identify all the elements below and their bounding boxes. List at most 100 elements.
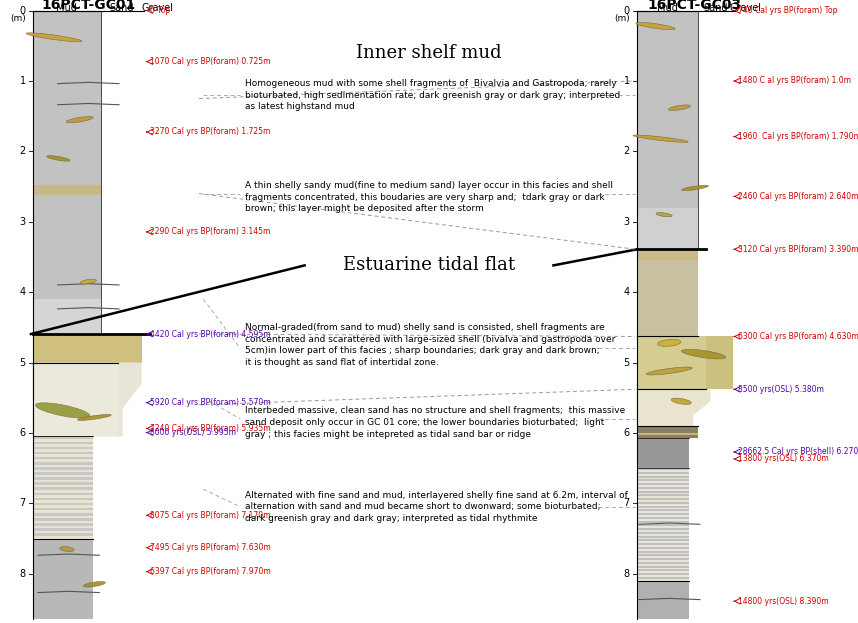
Ellipse shape [681, 185, 709, 191]
Bar [637, 525, 689, 526]
Bar [637, 538, 689, 540]
Text: 1960  Cal yrs BP(foram) 1.790m: 1960 Cal yrs BP(foram) 1.790m [738, 132, 858, 141]
Text: (m): (m) [614, 14, 630, 23]
Text: 5: 5 [624, 358, 630, 368]
Bar [33, 516, 93, 518]
Bar [637, 497, 689, 498]
Bar [637, 528, 689, 530]
Bar [33, 447, 93, 449]
Text: 1480 C al yrs BP(foram) 1.0m: 1480 C al yrs BP(foram) 1.0m [738, 77, 851, 85]
Bar [33, 444, 93, 447]
Text: Normal-graded(from sand to mud) shelly sand is consisted, shell fragments are
co: Normal-graded(from sand to mud) shelly s… [245, 323, 615, 367]
Text: 4: 4 [624, 287, 630, 297]
Bar [33, 521, 93, 523]
Ellipse shape [35, 403, 90, 418]
Text: Estuarine tidal flat: Estuarine tidal flat [343, 257, 515, 274]
Text: 6: 6 [624, 428, 630, 438]
Text: Mud: Mud [656, 2, 678, 12]
Bar [637, 577, 689, 579]
Text: 8000 yrs(OSL) 5.995m: 8000 yrs(OSL) 5.995m [150, 428, 236, 437]
Bar [637, 564, 689, 566]
Ellipse shape [66, 117, 94, 123]
Text: 4420 Cal yrs BP(foram) 4.595m: 4420 Cal yrs BP(foram) 4.595m [150, 330, 271, 338]
Text: 6: 6 [20, 428, 26, 438]
Bar [637, 541, 689, 543]
Ellipse shape [681, 350, 726, 359]
Bar [637, 508, 689, 510]
Bar [637, 479, 689, 482]
Bar [637, 566, 689, 568]
Ellipse shape [59, 546, 75, 551]
Text: 3: 3 [624, 217, 630, 227]
Bar [637, 487, 689, 489]
Ellipse shape [656, 212, 672, 217]
Bar [637, 579, 689, 581]
Text: 8075 Cal yrs BP(foram) 7.170m: 8075 Cal yrs BP(foram) 7.170m [150, 511, 270, 520]
Bar [33, 334, 142, 363]
Bar [33, 498, 93, 500]
Text: 2290 Cal yrs BP(foram) 3.145m: 2290 Cal yrs BP(foram) 3.145m [150, 227, 270, 237]
Bar [637, 554, 689, 556]
Bar [637, 485, 689, 487]
Text: 3270 Cal yrs BP(foram) 1.725m: 3270 Cal yrs BP(foram) 1.725m [150, 128, 270, 136]
Ellipse shape [81, 279, 96, 284]
Text: 3120 Cal yrs BP(foram) 3.390m: 3120 Cal yrs BP(foram) 3.390m [738, 245, 858, 254]
Text: 0: 0 [20, 6, 26, 16]
Bar [33, 526, 93, 528]
Bar [637, 532, 689, 534]
Ellipse shape [77, 414, 112, 421]
Bar [33, 475, 93, 477]
Bar [637, 547, 689, 549]
Bar [637, 500, 689, 502]
Bar [33, 510, 93, 513]
Bar [637, 483, 689, 485]
Bar [637, 249, 698, 260]
Ellipse shape [646, 367, 692, 375]
Text: Gravel: Gravel [141, 2, 173, 12]
Text: 4: 4 [20, 287, 26, 297]
Bar [637, 260, 698, 336]
Bar [637, 568, 689, 569]
Bar [637, 545, 689, 547]
Text: 1070 Cal yrs BP(foram) 0.725m: 1070 Cal yrs BP(foram) 0.725m [150, 57, 270, 66]
Text: 14800 yrs(OSL) 8.390m: 14800 yrs(OSL) 8.390m [738, 597, 829, 606]
Text: Homogeneous mud with some shell fragments of  Bivalvia and Gastropoda; rarely
bi: Homogeneous mud with some shell fragment… [245, 78, 619, 112]
Bar [637, 468, 689, 470]
Bar [33, 472, 93, 475]
Bar [637, 477, 689, 479]
Bar [637, 513, 689, 515]
Ellipse shape [46, 156, 70, 161]
Bar [33, 299, 101, 334]
Bar [637, 530, 689, 532]
Bar [637, 482, 689, 483]
Text: 0: 0 [624, 6, 630, 16]
Bar [637, 493, 689, 495]
Bar [637, 502, 689, 504]
Bar [33, 11, 101, 334]
Polygon shape [637, 389, 710, 426]
Bar [33, 538, 93, 619]
Text: Sand: Sand [703, 2, 728, 12]
Text: 5920 Cal yrs BP(foram) 5.570m: 5920 Cal yrs BP(foram) 5.570m [150, 398, 271, 407]
Bar [637, 336, 733, 389]
Ellipse shape [657, 340, 681, 346]
Bar [637, 553, 689, 554]
Ellipse shape [633, 135, 688, 143]
Bar [33, 459, 93, 462]
Bar [637, 515, 689, 517]
Bar [637, 540, 689, 541]
Bar [33, 454, 93, 457]
Bar [33, 503, 93, 505]
Bar [637, 498, 689, 500]
Bar [637, 569, 689, 571]
Bar [637, 511, 689, 513]
Text: 28662.5 Cal yrs BP(shell) 6.270m: 28662.5 Cal yrs BP(shell) 6.270m [738, 447, 858, 457]
Bar [33, 485, 93, 487]
Text: Mud: Mud [57, 2, 77, 12]
Text: 8: 8 [624, 569, 630, 579]
Ellipse shape [83, 581, 106, 587]
Bar [637, 549, 689, 551]
Bar [33, 477, 93, 480]
Text: 1: 1 [20, 76, 26, 86]
Text: 8500 yrs(OSL) 5.380m: 8500 yrs(OSL) 5.380m [738, 385, 824, 394]
